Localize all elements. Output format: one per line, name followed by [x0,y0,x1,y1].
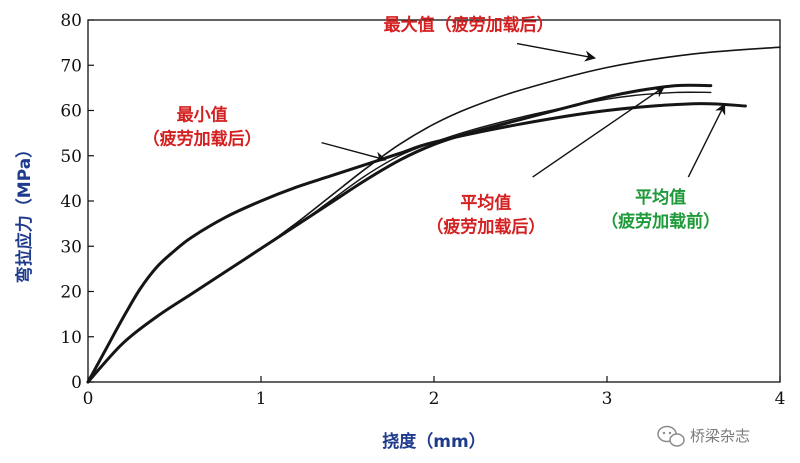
y-tick-label: 40 [60,192,82,212]
annotation-max: 最大值（疲劳加载后） [384,14,596,62]
y-tick-label: 80 [60,11,82,31]
x-tick-label: 2 [429,389,440,409]
series-layer [86,46,781,384]
annotation-avg-before: 平均值 （疲劳加载前） [601,103,726,232]
y-tick-label: 60 [60,102,82,122]
y-tick-label: 0 [71,373,82,393]
x-tick-label: 4 [775,389,786,409]
annotation-arrow [516,42,596,62]
y-tick-label: 50 [60,147,82,167]
y-axis-title: 弯拉应力（MPa） [14,141,35,283]
y-tick-label: 30 [60,237,82,257]
annotation-label: （疲劳加载前） [601,211,720,232]
x-tick-label: 0 [83,389,94,409]
watermark: 桥梁杂志 [657,425,750,447]
annotation-arrow [532,86,666,178]
annotation-min: 最小值 （疲劳加载后） [143,104,387,163]
annotation-arrow [321,141,387,163]
annotation-label: （疲劳加载后） [143,128,262,149]
series-line-2 [86,83,713,384]
annotation-label: 平均值 [460,193,511,214]
watermark-text: 桥梁杂志 [690,427,750,445]
series-line-3 [86,102,747,384]
annotation-layer: 最大值（疲劳加载后） 最小值 （疲劳加载后） 平均值 （疲劳加载后） 平均值 （疲劳加载前） [143,14,726,238]
y-axis-ticks: 0 10 20 30 40 50 60 70 80 [60,11,94,393]
x-tick-label: 3 [602,389,613,409]
y-tick-label: 70 [60,56,82,76]
y-tick-label: 20 [60,283,82,303]
annotation-arrow [687,103,726,178]
annotation-label: 平均值 [635,187,686,208]
annotation-avg-after: 平均值 （疲劳加载后） [426,86,666,238]
x-axis-ticks: 0 1 2 3 4 [83,376,786,409]
x-axis-title: 挠度（mm） [382,431,485,452]
annotation-label: 最大值（疲劳加载后） [384,14,554,35]
y-tick-label: 10 [60,328,82,348]
annotation-label: 最小值 [177,104,228,125]
annotation-label: （疲劳加载后） [426,217,545,238]
wechat-icon [657,425,685,447]
x-tick-label: 1 [256,389,267,409]
